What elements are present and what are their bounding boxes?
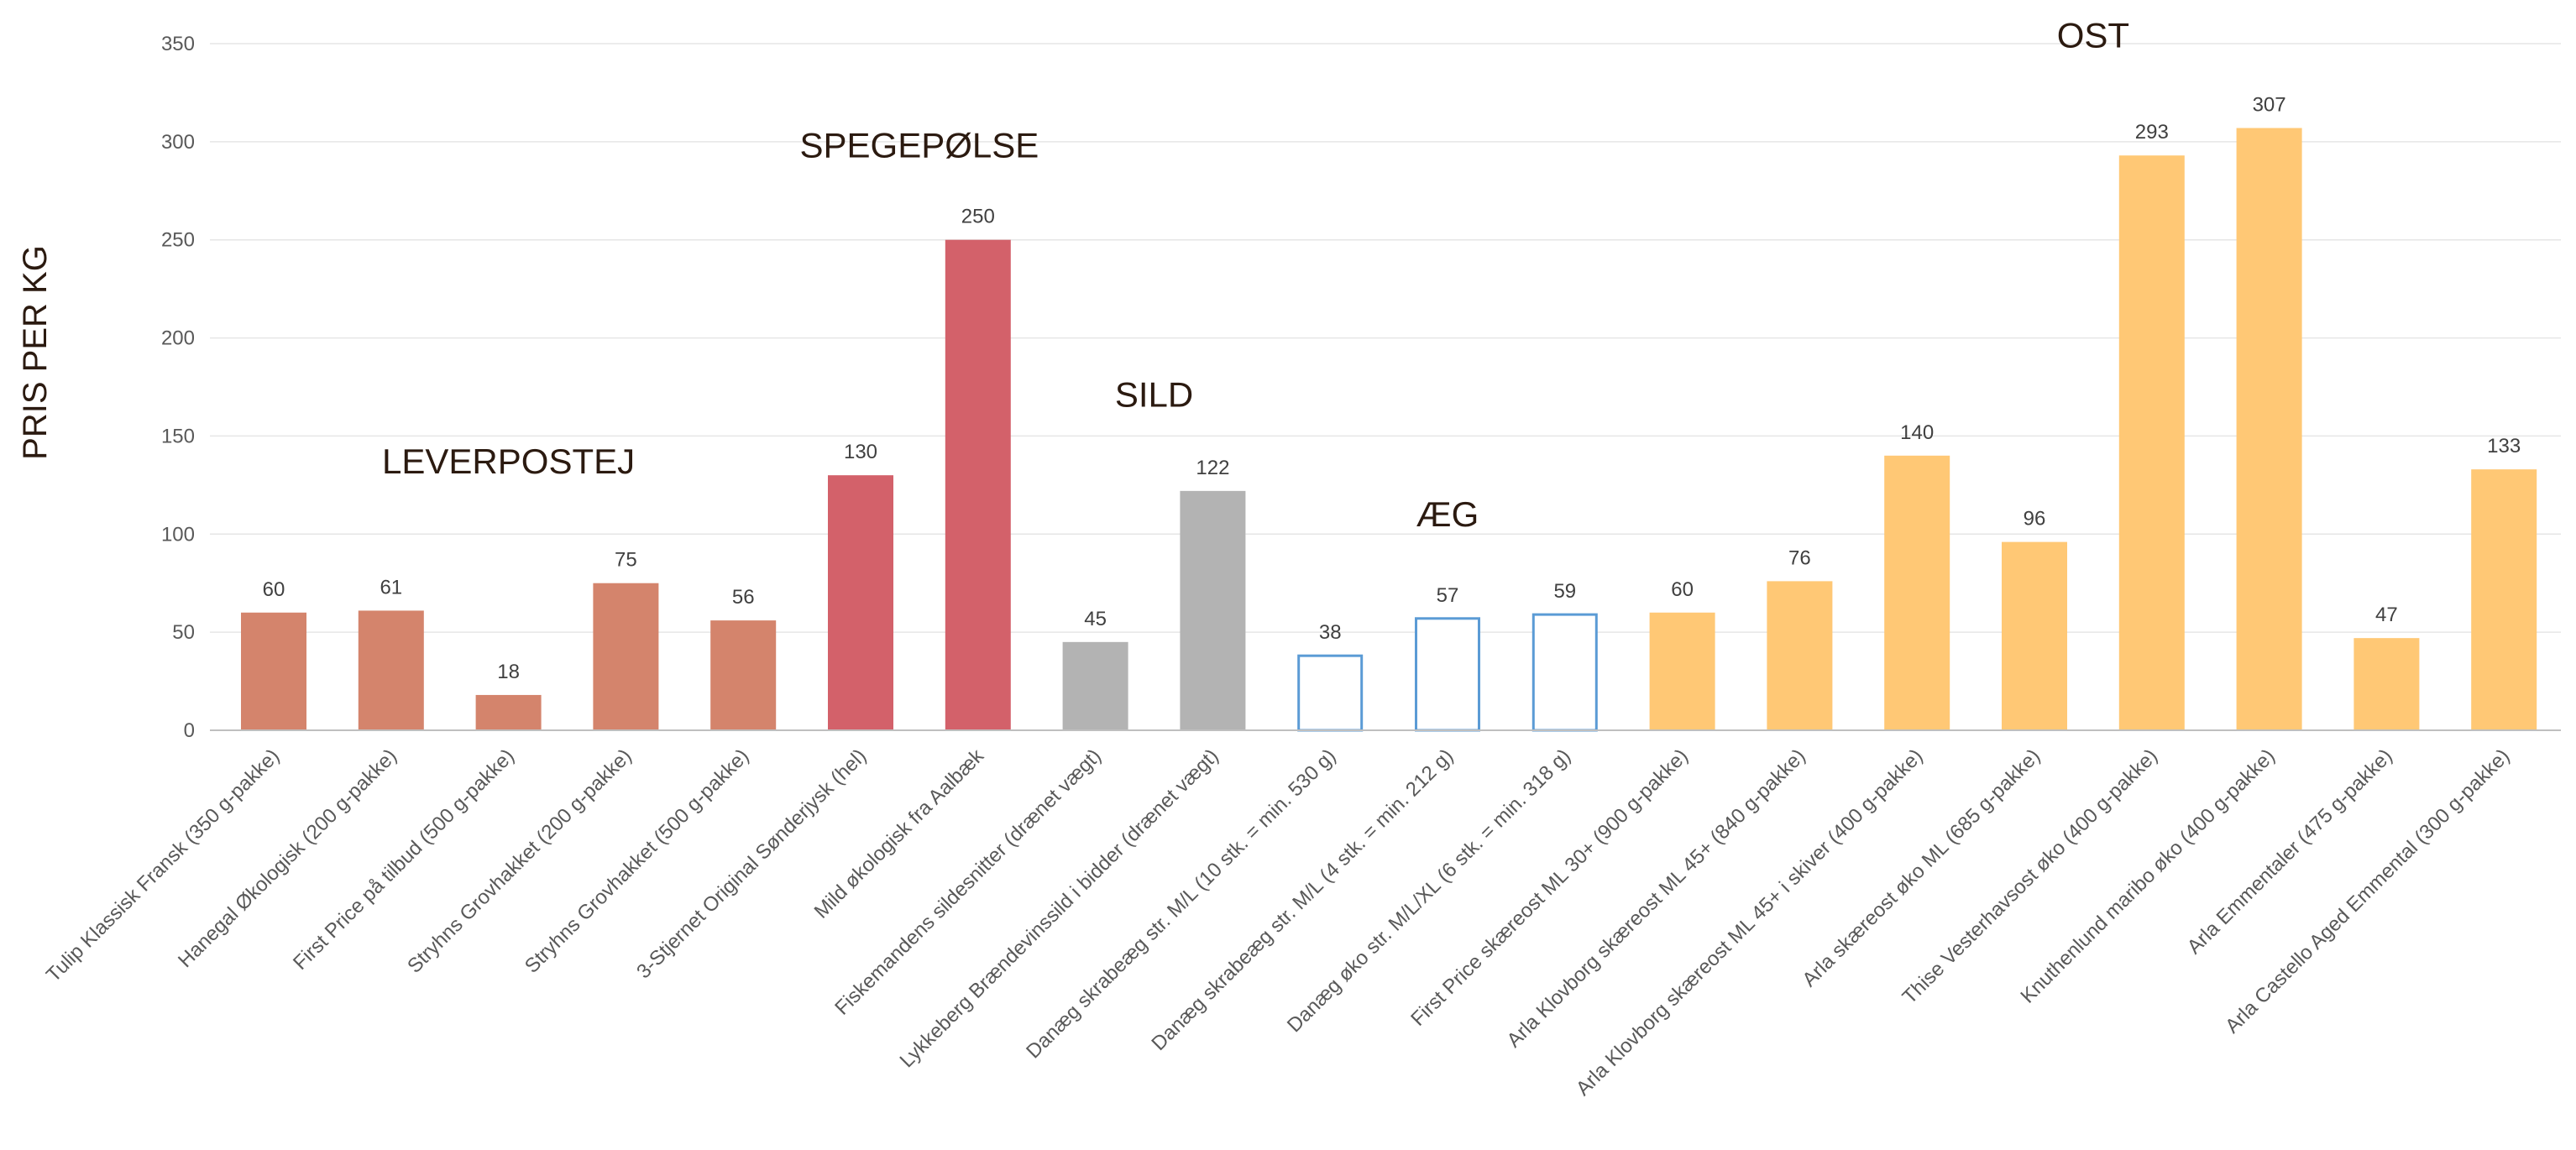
data-label: 47 (2375, 604, 2398, 626)
category-label: Arla Emmentaler (475 g-pakke) (2183, 745, 2397, 959)
bar (2353, 638, 2420, 730)
data-label: 250 (961, 206, 995, 228)
bar (1884, 455, 1950, 730)
category-label: 3-Stjernet Original Sønderjysk (hel) (632, 745, 871, 983)
group-label: OST (2057, 16, 2129, 55)
group-label: SILD (1115, 374, 1193, 414)
category-labels: Tulip Klassisk Fransk (350 g-pakke)Haneg… (42, 744, 2514, 1100)
group-label: LEVERPOSTEJ (382, 442, 635, 481)
group-label: ÆG (1416, 494, 1479, 534)
data-label: 57 (1437, 584, 1459, 607)
bar (1297, 654, 1364, 732)
y-tick-label: 300 (161, 131, 195, 154)
bar (2236, 128, 2302, 731)
category-label: Thise Vesterhavsost øko (400 g-pakke) (1898, 745, 2162, 1008)
bar (828, 475, 893, 730)
data-labels: 60 61 18 75 56 130 250 45 122 38 57 59 60 76 140 96 293 3… (263, 93, 2521, 682)
group-labels: LEVERPOSTEJ SPEGEPØLSE SILD ÆG OST (382, 16, 2129, 534)
data-label: 45 (1084, 608, 1107, 630)
category-label: Tulip Klassisk Fransk (350 g-pakke) (42, 745, 284, 986)
data-label: 130 (844, 441, 877, 463)
y-tick-label: 350 (161, 33, 195, 55)
bar (1649, 612, 1715, 730)
y-tick-label: 0 (184, 719, 195, 742)
bar (475, 694, 542, 730)
data-label: 60 (263, 578, 285, 601)
data-label: 59 (1553, 580, 1576, 603)
bar (2471, 469, 2537, 730)
bars (241, 128, 2537, 732)
bar (1180, 490, 1246, 730)
category-label: First Price på tilbud (500 g-pakke) (289, 745, 519, 975)
y-axis-title: PRIS PER KG (17, 245, 54, 460)
bar (1062, 641, 1128, 730)
data-label: 38 (1319, 621, 1342, 644)
category-label: Stryhns Grovhakket (200 g-pakke) (403, 745, 636, 978)
group-label: SPEGEPØLSE (800, 126, 1039, 165)
category-label: Arla skæreost øko ML (685 g-pakke) (1798, 745, 2045, 991)
data-label: 56 (732, 586, 755, 609)
data-label: 122 (1196, 457, 1229, 479)
data-label: 96 (2024, 508, 2046, 531)
category-label: Stryhns Grovhakket (500 g-pakke) (521, 745, 754, 978)
category-label: First Price skæreost ML 30+ (900 g-pakke… (1406, 745, 1693, 1031)
y-tick-label: 200 (161, 327, 195, 350)
bar (2118, 155, 2185, 730)
y-tick-label: 250 (161, 229, 195, 252)
bar (1767, 581, 1833, 730)
y-axis-ticks: 0 50 100 150 200 250 300 350 (161, 33, 195, 742)
data-label: 293 (2135, 121, 2169, 144)
bar (241, 612, 306, 730)
bar (2002, 541, 2067, 730)
bar (1531, 613, 1598, 732)
data-label: 140 (1900, 421, 1934, 444)
y-tick-label: 50 (172, 621, 195, 644)
data-label: 307 (2253, 93, 2286, 116)
bar (358, 610, 424, 730)
gridlines (210, 43, 2561, 633)
data-label: 133 (2487, 435, 2521, 457)
bar (593, 583, 659, 730)
y-tick-label: 150 (161, 425, 195, 447)
y-tick-label: 100 (161, 523, 195, 546)
bar (945, 239, 1011, 730)
data-label: 76 (1788, 546, 1811, 569)
category-label: Knuthenlund maribo øko (400 g-pakke) (2016, 745, 2279, 1007)
data-label: 61 (380, 576, 402, 599)
data-label: 18 (497, 661, 520, 683)
category-label: Fiskemandens sildesnitter (drænet vægt) (830, 745, 1106, 1020)
data-label: 75 (615, 549, 637, 572)
category-label: Hanegal Økologisk (200 g-pakke) (174, 745, 401, 972)
bar (1415, 617, 1480, 732)
data-label: 60 (1671, 578, 1694, 601)
bar (710, 620, 777, 730)
